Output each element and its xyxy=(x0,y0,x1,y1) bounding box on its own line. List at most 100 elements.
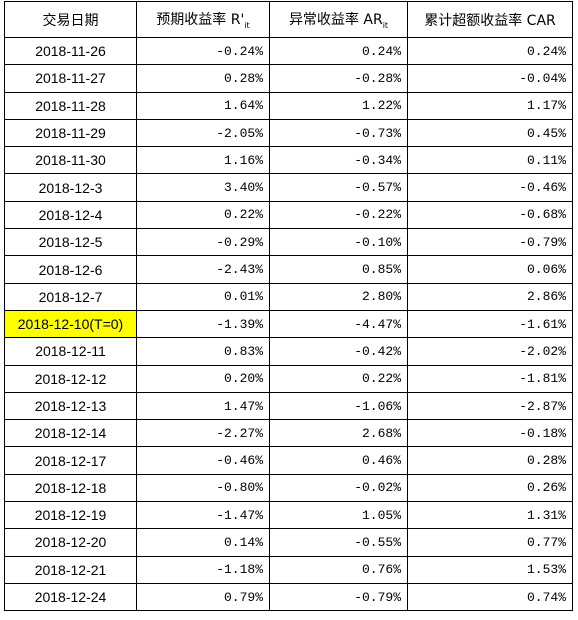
date-cell: 2018-12-12 xyxy=(4,364,137,393)
header-subscript: it xyxy=(244,20,250,30)
value-cell: -0.42% xyxy=(269,337,408,366)
value-cell: -1.18% xyxy=(136,555,270,584)
value-cell: -4.47% xyxy=(269,309,408,339)
date-cell: 2018-12-18 xyxy=(4,473,137,503)
value-cell: -1.47% xyxy=(136,501,270,530)
table-row: 2018-12-11 0.83% -0.42% -2.02% xyxy=(4,337,573,366)
value-cell: 1.47% xyxy=(136,391,270,421)
header-row: 交易日期 预期收益率 R'it 异常收益率 ARit 累计超额收益率 CAR xyxy=(4,1,573,38)
date-cell: 2018-12-3 xyxy=(4,173,137,202)
value-cell: -0.46% xyxy=(136,446,270,475)
value-cell: 0.83% xyxy=(136,337,270,366)
value-cell: -0.28% xyxy=(269,64,408,93)
value-cell: 0.74% xyxy=(407,582,573,612)
header-text: 累计超额收益率 CAR xyxy=(424,12,556,29)
value-cell: -1.06% xyxy=(269,391,408,421)
value-cell: 0.01% xyxy=(136,282,270,311)
value-cell: 0.06% xyxy=(407,255,573,284)
value-cell: 1.31% xyxy=(407,501,573,530)
table-row: 2018-12-21 -1.18% 0.76% 1.53% xyxy=(4,555,573,584)
value-cell: 0.77% xyxy=(407,528,573,557)
date-cell: 2018-12-14 xyxy=(4,419,137,448)
value-cell: 2.68% xyxy=(269,419,408,448)
value-cell: -0.80% xyxy=(136,473,270,503)
table-row: 2018-11-26 -0.24% 0.24% 0.24% xyxy=(4,36,573,66)
value-cell: -0.04% xyxy=(407,64,573,93)
date-cell: 2018-11-30 xyxy=(4,146,137,175)
header-cell: 异常收益率 ARit xyxy=(269,1,408,38)
value-cell: 0.14% xyxy=(136,528,270,557)
value-cell: -0.02% xyxy=(269,473,408,503)
date-cell: 2018-11-27 xyxy=(4,64,137,93)
value-cell: -0.57% xyxy=(269,173,408,202)
data-table: 交易日期 预期收益率 R'it 异常收益率 ARit 累计超额收益率 CAR 2018… xyxy=(4,1,573,612)
header-subscript: it xyxy=(382,20,389,30)
value-cell: -2.02% xyxy=(407,337,573,366)
value-cell: 0.20% xyxy=(136,364,270,393)
date-cell: 2018-12-5 xyxy=(4,228,137,257)
date-cell: 2018-12-17 xyxy=(4,446,137,475)
value-cell: 3.40% xyxy=(136,173,270,202)
table-row: 2018-11-29 -2.05% -0.73% 0.45% xyxy=(4,118,573,148)
value-cell: 1.16% xyxy=(136,146,270,175)
value-cell: 2.80% xyxy=(269,282,408,311)
header-text: 预期收益率 R' xyxy=(156,12,245,29)
table-header: 交易日期 预期收益率 R'it 异常收益率 ARit 累计超额收益率 CAR xyxy=(4,1,573,38)
table-row: 2018-12-18 -0.80% -0.02% 0.26% xyxy=(4,473,573,503)
table-row: 2018-12-10(T=0) -1.39% -4.47% -1.61% xyxy=(4,309,573,339)
value-cell: 0.28% xyxy=(136,64,270,93)
table-row: 2018-11-27 0.28% -0.28% -0.04% xyxy=(4,64,573,93)
value-cell: 1.53% xyxy=(407,555,573,584)
table-row: 2018-12-19 -1.47% 1.05% 1.31% xyxy=(4,501,573,530)
date-cell: 2018-11-26 xyxy=(4,36,137,66)
value-cell: -1.39% xyxy=(136,309,270,339)
value-cell: 0.85% xyxy=(269,255,408,284)
table-row: 2018-12-13 1.47% -1.06% -2.87% xyxy=(4,391,573,421)
value-cell: -0.73% xyxy=(269,118,408,148)
value-cell: 1.22% xyxy=(269,91,408,120)
date-cell: 2018-12-4 xyxy=(4,200,137,230)
date-cell: 2018-12-19 xyxy=(4,501,137,530)
date-cell: 2018-12-13 xyxy=(4,391,137,421)
table-row: 2018-12-17 -0.46% 0.46% 0.28% xyxy=(4,446,573,475)
date-cell: 2018-12-24 xyxy=(4,582,137,612)
value-cell: -0.79% xyxy=(407,228,573,257)
value-cell: -0.79% xyxy=(269,582,408,612)
value-cell: 2.86% xyxy=(407,282,573,311)
value-cell: -0.29% xyxy=(136,228,270,257)
table-row: 2018-12-24 0.79% -0.79% 0.74% xyxy=(4,582,573,612)
table-row: 2018-12-4 0.22% -0.22% -0.68% xyxy=(4,200,573,230)
table-row: 2018-12-6 -2.43% 0.85% 0.06% xyxy=(4,255,573,284)
table-row: 2018-11-30 1.16% -0.34% 0.11% xyxy=(4,146,573,175)
table-row: 2018-12-12 0.20% 0.22% -1.81% xyxy=(4,364,573,393)
value-cell: 0.76% xyxy=(269,555,408,584)
value-cell: -0.18% xyxy=(407,419,573,448)
date-cell: 2018-12-11 xyxy=(4,337,137,366)
value-cell: 0.26% xyxy=(407,473,573,503)
date-cell: 2018-11-29 xyxy=(4,118,137,148)
value-cell: 0.11% xyxy=(407,146,573,175)
value-cell: 1.17% xyxy=(407,91,573,120)
value-cell: -2.05% xyxy=(136,118,270,148)
value-cell: 0.22% xyxy=(136,200,270,230)
date-cell: 2018-12-6 xyxy=(4,255,137,284)
value-cell: 0.46% xyxy=(269,446,408,475)
date-cell: 2018-11-28 xyxy=(4,91,137,120)
value-cell: -1.61% xyxy=(407,309,573,339)
table-row: 2018-12-14 -2.27% 2.68% -0.18% xyxy=(4,419,573,448)
date-cell: 2018-12-21 xyxy=(4,555,137,584)
table-row: 2018-12-3 3.40% -0.57% -0.46% xyxy=(4,173,573,202)
value-cell: -0.46% xyxy=(407,173,573,202)
value-cell: -2.87% xyxy=(407,391,573,421)
table-body: 2018-11-26 -0.24% 0.24% 0.24% 2018-11-27 0.28… xyxy=(4,36,573,612)
header-cell: 预期收益率 R'it xyxy=(136,1,270,38)
date-cell: 2018-12-10(T=0) xyxy=(4,309,137,339)
date-cell: 2018-12-7 xyxy=(4,282,137,311)
value-cell: -0.68% xyxy=(407,200,573,230)
header-text: 异常收益率 AR xyxy=(288,12,383,29)
table-row: 2018-12-5 -0.29% -0.10% -0.79% xyxy=(4,228,573,257)
header-cell: 累计超额收益率 CAR xyxy=(407,1,573,38)
value-cell: 0.45% xyxy=(407,118,573,148)
value-cell: 0.24% xyxy=(269,36,408,66)
